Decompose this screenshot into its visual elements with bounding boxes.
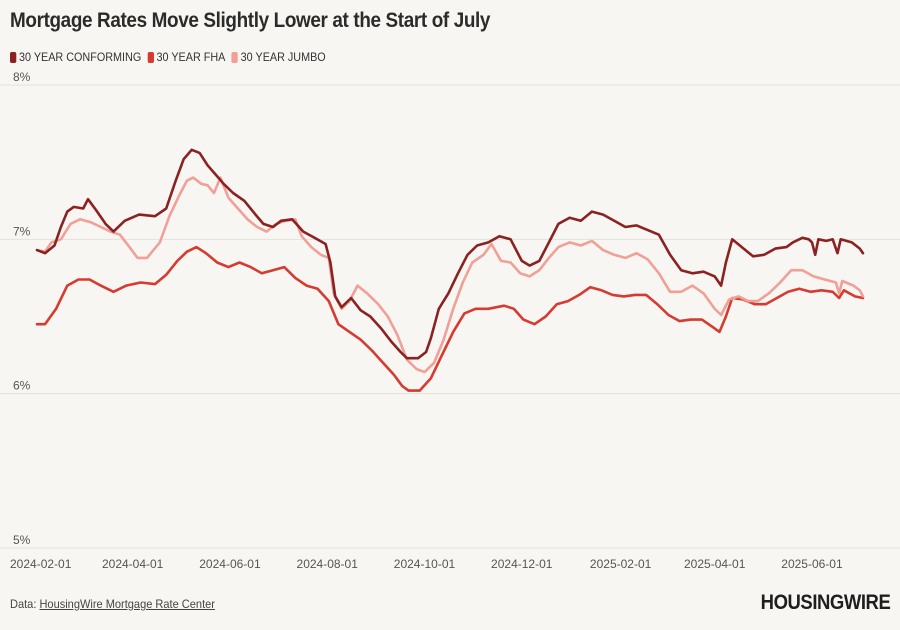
grid-lines [0, 84, 900, 549]
housingwire-logo: HOUSINGWIRE [760, 591, 890, 614]
x-tick-label-2024-08-01: 2024-08-01 [297, 557, 359, 571]
x-tick-label-2024-02-01: 2024-02-01 [10, 557, 72, 571]
y-tick-label-7: 7% [13, 224, 31, 238]
legend-swatch-fha [147, 51, 154, 63]
x-tick-label-2025-04-01: 2025-04-01 [684, 557, 746, 571]
x-tick-label-2025-06-01: 2025-06-01 [781, 557, 843, 571]
source-prefix: Data: [10, 597, 40, 611]
legend-swatch-jumbo [231, 51, 238, 63]
series-lines [35, 148, 865, 392]
legend-swatch-conforming [10, 51, 17, 63]
legend-item-conforming: 30 YEAR CONFORMING [10, 50, 141, 64]
series-line-jumbo [35, 176, 865, 374]
x-tick-label-2024-12-01: 2024-12-01 [491, 557, 553, 571]
legend-label-conforming: 30 YEAR CONFORMING [19, 50, 142, 64]
x-tick-label-2024-10-01: 2024-10-01 [394, 557, 456, 571]
legend-item-jumbo: 30 YEAR JUMBO [231, 50, 326, 64]
y-tick-label-6: 6% [13, 379, 31, 393]
x-tick-label-2024-04-01: 2024-04-01 [102, 557, 164, 571]
y-axis-ticks: 5% 6% 7% 8% [13, 70, 31, 547]
source-note: Data: HousingWire Mortgage Rate Center [10, 597, 215, 611]
legend-label-jumbo: 30 YEAR JUMBO [240, 50, 326, 64]
x-axis-ticks: 2024-02-01 2024-04-01 2024-06-01 2024-08-01… [10, 557, 843, 571]
x-tick-label-2025-02-01: 2025-02-01 [590, 557, 652, 571]
legend-item-fha: 30 YEAR FHA [147, 50, 226, 64]
y-tick-label-5: 5% [13, 533, 31, 547]
series-line-conforming [35, 148, 865, 360]
y-tick-label-8: 8% [13, 70, 31, 84]
chart-legend: 30 YEAR CONFORMING 30 YEAR FHA 30 YEAR J… [10, 50, 332, 64]
chart-title: Mortgage Rates Move Slightly Lower at th… [10, 9, 491, 32]
legend-label-fha: 30 YEAR FHA [156, 50, 226, 64]
source-link[interactable]: HousingWire Mortgage Rate Center [39, 597, 215, 611]
x-tick-label-2024-06-01: 2024-06-01 [199, 557, 261, 571]
